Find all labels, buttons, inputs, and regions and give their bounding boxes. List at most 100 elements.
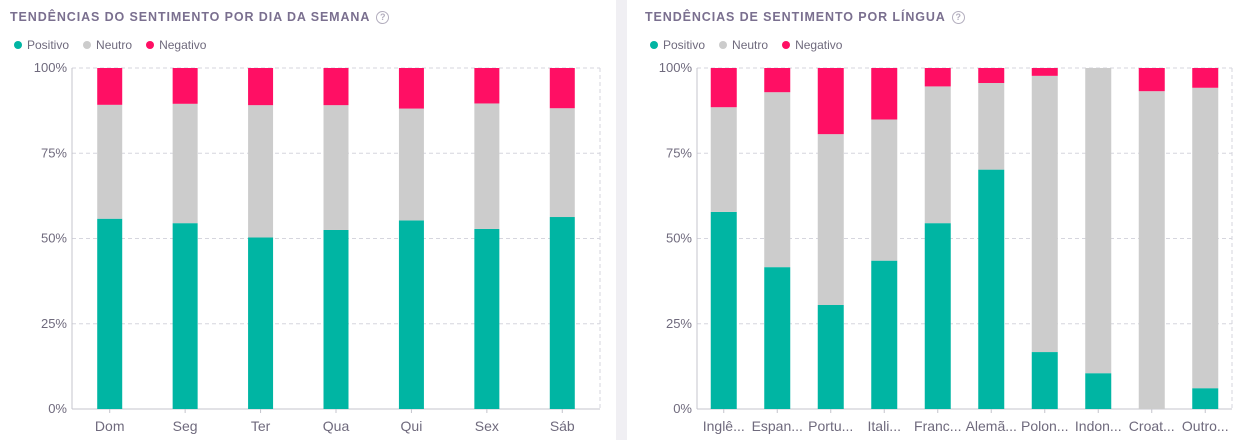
- panel-title: Tendências do sentimento por dia da sema…: [10, 10, 390, 24]
- legend-item-negative[interactable]: Negativo: [782, 38, 842, 52]
- x-tick-label: Seg: [173, 418, 198, 434]
- bar-segment-neutral[interactable]: [710, 107, 737, 212]
- bar-segment-negative[interactable]: [871, 68, 898, 120]
- y-tick-label: 50%: [41, 231, 67, 246]
- bar-segment-negative[interactable]: [1192, 68, 1219, 88]
- y-tick-label: 0%: [673, 401, 692, 416]
- x-tick-label: Qua: [323, 418, 350, 434]
- x-tick-label: Sex: [475, 418, 499, 434]
- bar-segment-positive[interactable]: [323, 229, 349, 409]
- bar-segment-negative[interactable]: [978, 68, 1005, 84]
- bar-segment-negative[interactable]: [1031, 68, 1058, 76]
- y-tick-label: 50%: [666, 231, 692, 246]
- bar-segment-negative[interactable]: [924, 68, 951, 87]
- bar-segment-negative[interactable]: [398, 68, 424, 109]
- legend-dot-positive: [650, 41, 658, 49]
- bar-segment-positive[interactable]: [248, 237, 274, 409]
- bar-segment-negative[interactable]: [474, 68, 500, 104]
- bar-segment-positive[interactable]: [924, 223, 951, 409]
- panel-title-text: Tendências do sentimento por dia da sema…: [10, 10, 371, 24]
- bar-segment-neutral[interactable]: [871, 119, 898, 261]
- bar-segment-neutral[interactable]: [924, 86, 951, 224]
- x-tick-label: Croat...: [1129, 418, 1175, 434]
- bar-segment-positive[interactable]: [474, 228, 500, 409]
- bar-segment-positive[interactable]: [97, 218, 123, 409]
- bar-segment-negative[interactable]: [549, 68, 575, 109]
- bar-segment-negative[interactable]: [1138, 68, 1165, 92]
- chart-panel-weekday: Tendências do sentimento por dia da sema…: [0, 0, 616, 440]
- legend: Positivo Neutro Negativo: [14, 38, 206, 52]
- bar-segment-positive[interactable]: [549, 217, 575, 409]
- legend-label-negative: Negativo: [795, 38, 843, 52]
- x-tick-label: Espan...: [752, 418, 803, 434]
- x-tick-label: Inglê...: [703, 418, 745, 434]
- legend-label-positive: Positivo: [663, 38, 706, 52]
- legend-label-neutral: Neutro: [732, 38, 769, 52]
- chart-weekday: 0% 25% 50% 75% 100% Dom Seg Ter Qua Qui Sex Sáb: [34, 60, 601, 434]
- legend-dot-negative: [782, 41, 791, 49]
- help-icon[interactable]: ?: [951, 10, 965, 24]
- bar-segment-neutral[interactable]: [549, 108, 575, 218]
- bar-segment-positive[interactable]: [398, 220, 424, 409]
- legend-dot-positive: [14, 41, 22, 49]
- bar-segment-positive[interactable]: [1031, 352, 1058, 409]
- chart-panel-language: Tendências de sentimento por língua ? Po…: [627, 0, 1243, 440]
- bar-segment-neutral[interactable]: [172, 103, 198, 224]
- legend-dot-neutral: [719, 41, 728, 49]
- x-tick-label: Sáb: [550, 418, 575, 434]
- legend-dot-negative: [146, 41, 155, 49]
- bar-segment-negative[interactable]: [97, 68, 123, 105]
- bar-segment-neutral[interactable]: [764, 92, 791, 268]
- x-tick-label: Alemã...: [966, 418, 1017, 434]
- y-tick-label: 100%: [34, 60, 68, 75]
- bar-segment-positive[interactable]: [1192, 388, 1219, 409]
- legend-item-neutral[interactable]: Neutro: [83, 38, 132, 52]
- bar-segment-positive[interactable]: [978, 169, 1005, 409]
- x-tick-label: Qui: [401, 418, 423, 434]
- bar-segment-negative[interactable]: [710, 68, 737, 108]
- bar-segment-positive[interactable]: [871, 260, 898, 409]
- bar-segment-positive[interactable]: [1085, 373, 1112, 409]
- bar-segment-neutral[interactable]: [1192, 87, 1219, 389]
- bar-segment-neutral[interactable]: [1138, 91, 1165, 410]
- help-icon[interactable]: ?: [376, 10, 390, 24]
- bar-segment-positive[interactable]: [817, 304, 844, 409]
- legend-item-neutral[interactable]: Neutro: [719, 38, 768, 52]
- bar-segment-neutral[interactable]: [1031, 75, 1058, 353]
- x-tick-label: Indon...: [1075, 418, 1122, 434]
- bar-segment-neutral[interactable]: [474, 103, 500, 229]
- legend-label-positive: Positivo: [27, 38, 70, 52]
- x-tick-label: Polon...: [1021, 418, 1068, 434]
- legend-item-positive[interactable]: Positivo: [650, 38, 705, 52]
- y-tick-label: 75%: [666, 145, 692, 160]
- y-tick-label: 100%: [659, 60, 693, 75]
- x-tick-label: Ter: [251, 418, 271, 434]
- x-tick-label: Itali...: [868, 418, 901, 434]
- chart-language: 0% 25% 50% 75% 100% Inglê... Espan... Portu... I…: [659, 60, 1233, 434]
- bar-segment-neutral[interactable]: [323, 105, 349, 230]
- bar-segment-neutral[interactable]: [978, 83, 1005, 170]
- bar-segment-negative[interactable]: [764, 68, 791, 93]
- bar-segment-neutral[interactable]: [1085, 68, 1112, 374]
- bar-segment-positive[interactable]: [710, 211, 737, 409]
- bar-segment-positive[interactable]: [172, 223, 198, 409]
- bar-segment-neutral[interactable]: [248, 105, 274, 238]
- bar-segment-negative[interactable]: [172, 68, 198, 104]
- legend-item-positive[interactable]: Positivo: [14, 38, 69, 52]
- y-tick-label: 0%: [48, 401, 67, 416]
- y-tick-label: 75%: [41, 145, 67, 160]
- panel-title: Tendências de sentimento por língua ?: [645, 10, 965, 24]
- x-tick-label: Outro...: [1182, 418, 1229, 434]
- bar-segment-neutral[interactable]: [817, 134, 844, 305]
- y-tick-label: 25%: [41, 316, 67, 331]
- bar-segment-negative[interactable]: [323, 68, 349, 106]
- bar-segment-neutral[interactable]: [398, 108, 424, 221]
- x-tick-label: Franc...: [914, 418, 961, 434]
- bar-segment-negative[interactable]: [817, 68, 844, 135]
- x-tick-label: Portu...: [808, 418, 853, 434]
- bar-segment-negative[interactable]: [248, 68, 274, 106]
- legend-item-negative[interactable]: Negativo: [146, 38, 206, 52]
- x-tick-label: Dom: [95, 418, 125, 434]
- bar-segment-neutral[interactable]: [97, 104, 123, 219]
- bar-segment-positive[interactable]: [764, 267, 791, 409]
